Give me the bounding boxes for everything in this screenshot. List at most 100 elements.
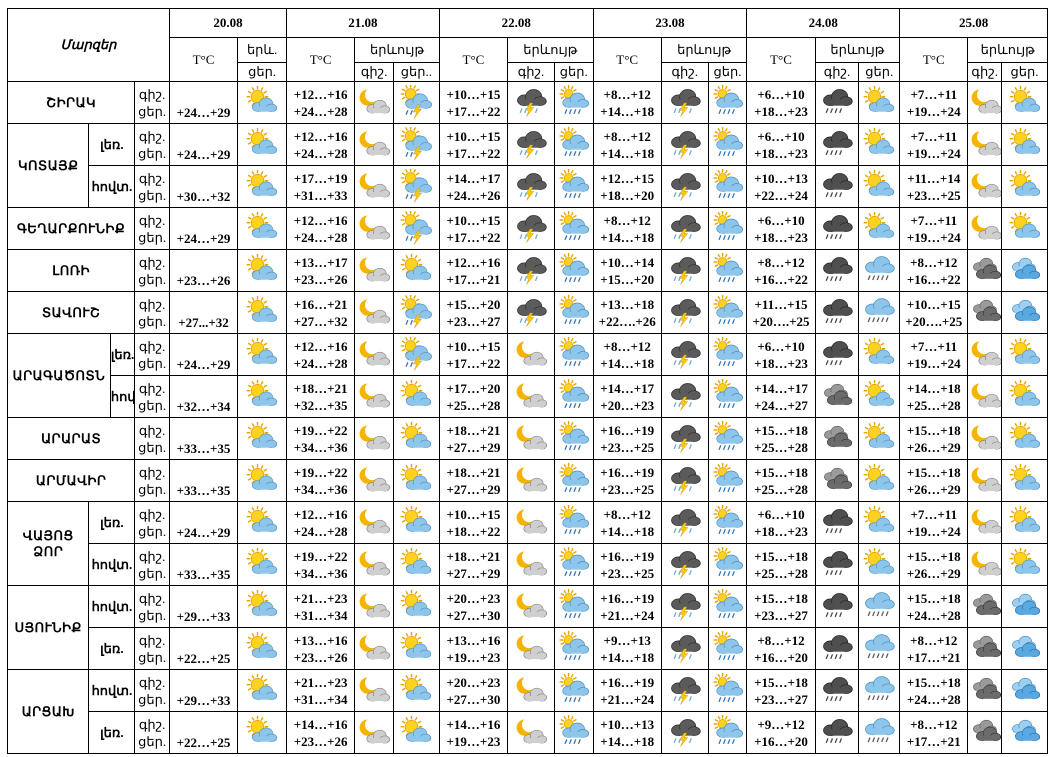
night-temperature: +9…+13 — [603, 632, 651, 648]
temp-column-header: T°C — [438, 37, 509, 82]
rain-cloud-icon — [553, 501, 594, 544]
temperature-cell: +12…+16 +24…+28 — [286, 123, 356, 166]
night-temperature: +16…+21 — [293, 296, 348, 312]
moon-cloud-icon — [516, 591, 548, 617]
temperature-cell: +8…+12 +17…+21 — [899, 711, 969, 754]
temperature-cell: +8…+12 +16…+22 — [899, 249, 969, 292]
sun-cloud-icon — [392, 501, 440, 544]
overcast-cloud-icon — [824, 383, 853, 405]
temperature-cell: +16…+19 +21…+24 — [592, 669, 662, 712]
rain-cloud-icon — [553, 249, 594, 292]
day-temperature: +27…+30 — [446, 691, 501, 707]
moon-cloud-icon — [516, 465, 548, 491]
night-temperature: +6…+10 — [757, 338, 805, 354]
thunderstorm-icon — [670, 634, 701, 663]
moon-cloud-icon — [354, 585, 394, 628]
temperature-cell: +12…+16 +24…+28 — [286, 333, 356, 376]
temperature-cell: +19…+22 +34…+36 — [286, 543, 356, 586]
day-temperature: +34…+36 — [293, 439, 348, 455]
moon-cloud-icon — [359, 591, 391, 617]
night-temperature: +6…+10 — [757, 506, 805, 522]
night-temperature: +15…+20 — [446, 296, 501, 312]
overcast-cloud-icon — [824, 467, 853, 489]
night-temperature: +13…+17 — [293, 254, 348, 270]
day-label: ցեր. — [138, 691, 167, 707]
temperature-cell: +7…+11 +19…+24 — [899, 123, 969, 166]
rain-cloud-icon — [559, 546, 589, 576]
sun-showers-icon — [392, 291, 440, 334]
moon-cloud-icon — [971, 171, 1001, 197]
moon-cloud-icon — [359, 171, 391, 197]
night-temperature: +18…+21 — [293, 380, 348, 396]
night-temperature: +12…+16 — [293, 338, 348, 354]
day-temperature: +19…+24 — [906, 103, 961, 119]
night-temperature: +6…+10 — [757, 212, 805, 228]
date-header: 23.08 — [592, 8, 748, 38]
night-temperature: +8…+12 — [603, 212, 651, 228]
moon-cloud-icon — [507, 669, 555, 712]
thunderstorm-icon — [507, 207, 555, 250]
day-label: ցեր. — [858, 62, 901, 82]
region-subzone: հովտ. — [88, 165, 136, 208]
day-temperature: +17…+22 — [446, 103, 501, 119]
overcast-cloud-icon — [973, 299, 1001, 321]
night-label: գիշ. — [138, 296, 166, 312]
moon-cloud-icon — [354, 81, 394, 124]
night-temperature: +14…+16 — [293, 716, 348, 732]
region-subzone: լեռ. — [109, 333, 136, 376]
sun-cloud-icon — [237, 81, 288, 124]
day-temperature: +18…+22 — [446, 523, 501, 539]
night-temperature: +10…+14 — [600, 254, 655, 270]
region-subzone: հովտ. — [88, 585, 136, 628]
region-subzone: լեռ. — [88, 501, 136, 544]
dark-cloud-icon — [823, 508, 853, 533]
dark-cloud-icon — [823, 214, 853, 239]
sun-cloud-icon — [858, 81, 901, 124]
day-temperature: +15…+20 — [600, 271, 655, 287]
night-temperature: +8…+12 — [910, 254, 958, 270]
rain-cloud-icon — [713, 84, 743, 114]
blue-cloud-icon — [1001, 627, 1048, 670]
sun-cloud-icon — [401, 253, 432, 280]
temperature-cell: +10…+14 +15…+20 — [592, 249, 662, 292]
day-label: ցեր. — [237, 62, 288, 82]
day-temperature: +22…+24 — [754, 187, 808, 203]
day-temperature: +18…+23 — [754, 355, 808, 371]
temp-column-header: T°C — [168, 37, 239, 82]
moon-cloud-icon — [354, 543, 394, 586]
night-temperature: +16…+19 — [600, 590, 655, 606]
temperature-cell: +9…+13 +14…+18 — [592, 627, 662, 670]
temperature-cell: +8…+12 +14…+18 — [592, 501, 662, 544]
temperature-cell: +10…+15 +20….+25 — [899, 291, 969, 334]
phenomenon-column-header: երևույթ — [814, 37, 901, 63]
temp-column-header: T°C — [592, 37, 662, 82]
overcast-cloud-icon — [814, 417, 860, 460]
temperature-cell: +7…+11 +19…+24 — [899, 81, 969, 124]
dark-cloud-icon — [814, 165, 860, 208]
thunderstorm-icon — [507, 291, 555, 334]
night-temperature: +21…+23 — [293, 674, 348, 690]
temperature-cell: +18…+21 +32…+35 — [286, 375, 356, 418]
thunderstorm-icon — [670, 466, 701, 495]
temperature-range: +24…+29 — [168, 207, 239, 250]
temperature-cell: +12…+16 +24…+28 — [286, 81, 356, 124]
temperature-cell: +20…+23 +27…+30 — [438, 585, 509, 628]
overcast-cloud-icon — [973, 593, 1001, 615]
table-row: լեռ. գիշ. ցեր. +22…+25 +14…+16 +23…+26 +14…+16… — [8, 711, 1048, 754]
temperature-cell: +17…+19 +31…+33 — [286, 165, 356, 208]
night-temperature: +17…+19 — [293, 170, 348, 186]
drizzle-cloud-icon — [858, 711, 901, 754]
rain-cloud-icon — [707, 123, 748, 166]
sun-showers-icon — [392, 333, 440, 376]
temperature-cell: +12…+15 +18…+20 — [592, 165, 662, 208]
overcast-cloud-icon — [967, 669, 1002, 712]
rain-cloud-icon — [713, 672, 743, 702]
day-night-labels: գիշ. ցեր. — [134, 333, 170, 376]
sun-cloud-icon — [401, 379, 432, 406]
dark-cloud-icon — [814, 123, 860, 166]
overcast-cloud-icon — [967, 711, 1002, 754]
moon-cloud-icon — [354, 165, 394, 208]
thunderstorm-icon — [660, 417, 709, 460]
day-temperature: +14…+18 — [600, 355, 655, 371]
moon-cloud-icon — [359, 675, 391, 701]
